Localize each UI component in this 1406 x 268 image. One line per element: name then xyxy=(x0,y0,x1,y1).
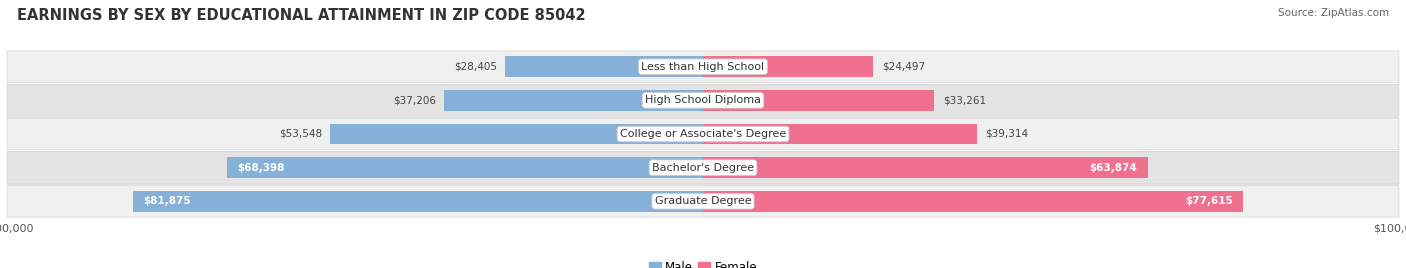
Text: Bachelor's Degree: Bachelor's Degree xyxy=(652,163,754,173)
Text: $63,874: $63,874 xyxy=(1090,163,1137,173)
Bar xyxy=(134,191,703,212)
Bar xyxy=(703,90,935,111)
Text: $28,405: $28,405 xyxy=(454,62,496,72)
Bar xyxy=(330,124,703,144)
FancyBboxPatch shape xyxy=(7,118,1399,150)
FancyBboxPatch shape xyxy=(7,51,1399,83)
FancyBboxPatch shape xyxy=(7,185,1399,217)
Text: $68,398: $68,398 xyxy=(238,163,285,173)
Text: $81,875: $81,875 xyxy=(143,196,191,206)
Text: EARNINGS BY SEX BY EDUCATIONAL ATTAINMENT IN ZIP CODE 85042: EARNINGS BY SEX BY EDUCATIONAL ATTAINMEN… xyxy=(17,8,585,23)
Text: Source: ZipAtlas.com: Source: ZipAtlas.com xyxy=(1278,8,1389,18)
Text: High School Diploma: High School Diploma xyxy=(645,95,761,105)
Bar xyxy=(703,157,1147,178)
Text: $53,548: $53,548 xyxy=(278,129,322,139)
Bar xyxy=(444,90,703,111)
Bar xyxy=(226,157,703,178)
Text: Graduate Degree: Graduate Degree xyxy=(655,196,751,206)
Text: $24,497: $24,497 xyxy=(882,62,925,72)
Legend: Male, Female: Male, Female xyxy=(644,256,762,268)
Text: College or Associate's Degree: College or Associate's Degree xyxy=(620,129,786,139)
Bar xyxy=(505,56,703,77)
Bar xyxy=(703,191,1243,212)
Bar xyxy=(703,124,977,144)
Text: $77,615: $77,615 xyxy=(1185,196,1233,206)
Text: $33,261: $33,261 xyxy=(943,95,986,105)
FancyBboxPatch shape xyxy=(7,152,1399,183)
Text: $37,206: $37,206 xyxy=(392,95,436,105)
Bar xyxy=(703,56,873,77)
FancyBboxPatch shape xyxy=(7,85,1399,116)
Text: $39,314: $39,314 xyxy=(986,129,1028,139)
Text: Less than High School: Less than High School xyxy=(641,62,765,72)
